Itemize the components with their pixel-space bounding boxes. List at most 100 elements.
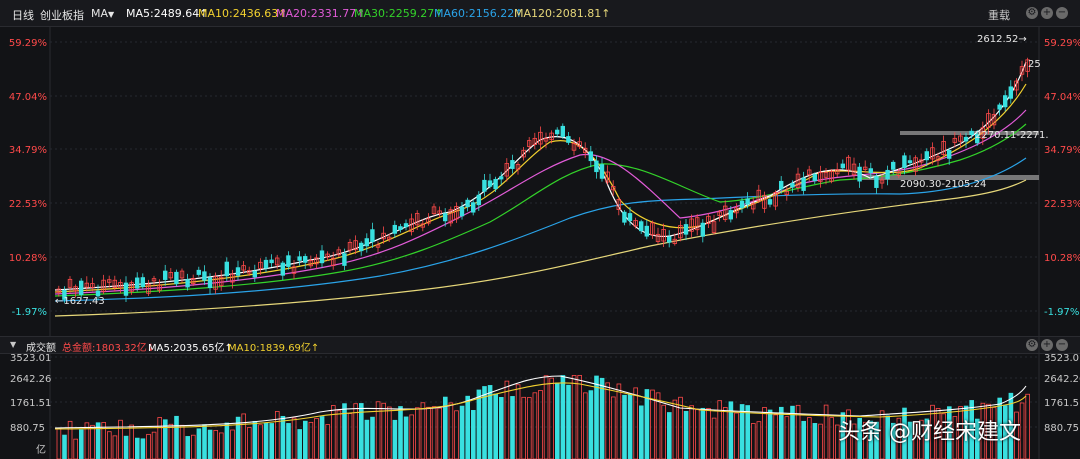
minus-icon[interactable]: − — [1056, 339, 1068, 351]
candle — [364, 238, 369, 247]
candle — [633, 219, 638, 227]
candle — [123, 282, 129, 296]
tab-daily[interactable]: 日线 — [12, 9, 34, 22]
volume-bar — [963, 405, 969, 459]
volume-bar — [302, 420, 308, 459]
volume-bar — [241, 413, 247, 459]
candle — [101, 279, 106, 292]
volume-bar — [986, 403, 991, 459]
volume-bar — [935, 408, 941, 459]
volume-bar — [795, 404, 801, 459]
candle — [857, 166, 862, 182]
ma10-line — [54, 83, 1027, 293]
overlay-button[interactable]: 重载 — [988, 9, 1010, 22]
volume-unit: 亿 — [36, 443, 46, 456]
volume-bar — [437, 407, 442, 459]
candle — [571, 142, 577, 151]
volume-bar — [134, 437, 140, 459]
volume-bar — [571, 375, 577, 459]
volume-bar — [689, 405, 694, 459]
volume-bar — [330, 405, 336, 459]
volume-bar — [207, 429, 213, 459]
volume-bar — [532, 392, 538, 459]
candle — [896, 172, 901, 176]
candle — [566, 136, 571, 143]
candle — [314, 257, 319, 265]
volume-bar — [297, 429, 302, 459]
volume-bar — [874, 421, 879, 459]
volume-bar — [577, 375, 582, 459]
candlesticks — [56, 57, 1030, 303]
settings-icon[interactable]: ⚙ — [1026, 339, 1038, 351]
candle — [129, 282, 134, 292]
volume-bar — [913, 423, 918, 459]
ma120-line — [54, 179, 1027, 317]
volume-bar — [896, 417, 902, 459]
candle — [291, 266, 297, 274]
add-icon[interactable]: + — [1041, 339, 1053, 351]
candle — [375, 244, 381, 248]
volume-bar — [879, 410, 885, 459]
volume-bar — [790, 405, 795, 459]
candle — [1025, 59, 1030, 72]
minus-icon[interactable]: − — [1056, 7, 1068, 19]
volume-bar — [123, 435, 129, 459]
candle — [420, 223, 425, 228]
candle — [325, 253, 330, 258]
candle — [767, 199, 773, 205]
candle — [907, 160, 913, 164]
candle — [627, 213, 633, 222]
candle — [807, 169, 812, 176]
candle — [560, 125, 565, 137]
candle — [532, 137, 537, 145]
candle — [470, 202, 476, 213]
settings-icon[interactable]: ⚙ — [1026, 7, 1038, 19]
candle — [459, 206, 465, 217]
volume-bar — [118, 419, 123, 459]
candle — [336, 249, 341, 256]
price-tick: 10.28% — [1044, 253, 1080, 264]
candle — [958, 135, 963, 142]
candle — [527, 140, 532, 147]
volume-bar — [213, 430, 219, 459]
volume-bar — [286, 423, 291, 459]
collapse-icon[interactable]: ▼ — [10, 340, 17, 349]
candle — [146, 283, 151, 294]
indicator-label: MA — [91, 7, 109, 20]
add-icon[interactable]: + — [1041, 7, 1053, 19]
candle — [605, 171, 610, 183]
high-annotation: 2612.52→ — [977, 34, 1027, 45]
volume-bar — [829, 417, 834, 459]
candle — [751, 203, 756, 210]
candle — [835, 169, 840, 175]
candle — [207, 277, 213, 289]
volume-bar — [409, 414, 414, 459]
volume-bar — [723, 407, 728, 459]
volume-bar — [745, 405, 750, 459]
volume-bar — [185, 436, 191, 459]
volume-tick: 2642.26 — [1044, 374, 1080, 385]
volume-bar — [79, 429, 84, 459]
volume-bar — [683, 410, 689, 459]
volume-bar — [605, 382, 610, 459]
candle — [403, 223, 409, 228]
volume-bar — [168, 423, 174, 459]
volume-moving-averages — [54, 375, 1027, 430]
indicator-dropdown[interactable]: MA▼ — [91, 7, 114, 20]
candle — [230, 273, 235, 283]
candle — [784, 191, 789, 195]
candle — [342, 253, 347, 266]
volume-bar — [459, 405, 465, 459]
candle — [599, 164, 605, 179]
volume-bar — [717, 400, 722, 459]
low-annotation: ←1627.43 — [55, 296, 105, 307]
chart-annotations: 2612.52→ ←1627.43 25 2270.11-2271. 2090.… — [55, 34, 1049, 307]
volume-bar — [263, 422, 269, 459]
candle — [975, 134, 980, 144]
volume-bar — [336, 410, 342, 459]
right-price-axis: 59.29% 47.04% 34.79% 22.53% 10.28% -1.97… — [1044, 38, 1080, 318]
volume-bar — [190, 434, 196, 459]
volume-bar — [1025, 393, 1031, 459]
candle — [308, 260, 313, 267]
